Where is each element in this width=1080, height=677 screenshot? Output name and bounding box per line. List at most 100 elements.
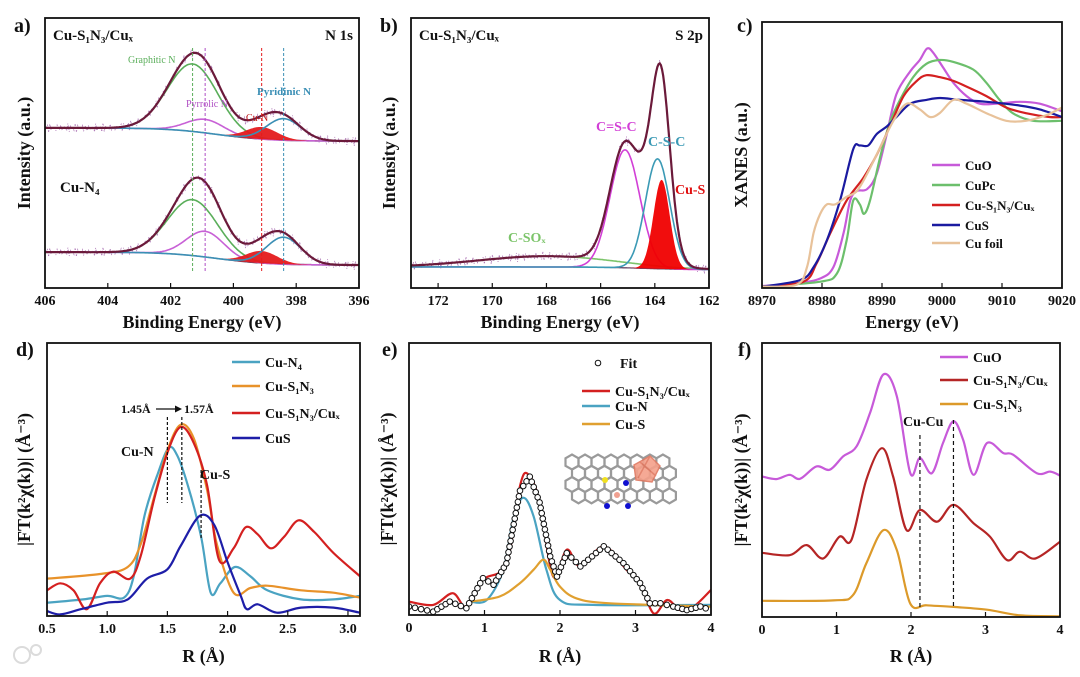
legend-label: Cu-S₁N₃/Cuₓ [615,385,691,400]
x-tick-label: 162 [699,294,720,309]
fit-point [479,574,487,582]
annotation-shift-from: 1.45Å [121,402,151,416]
x-axis-label: R (Å) [182,646,225,667]
fit-point [657,599,664,607]
y-axis-label: Intensity (a.u.) [379,97,400,210]
plot-area [47,423,360,616]
core-level-label: S 2p [675,28,703,44]
fit-point [563,549,571,557]
y-axis-label: |FT(k²χ(k))| (Å⁻³) [731,413,752,546]
annotation-cu-s: Cu-S [675,183,706,198]
panel-f: f)R (Å)|FT(k²χ(k))| (Å⁻³)0 1 2 3 4Cu-CuCuOCu… [731,339,1064,667]
legend-label: Cu-S₁N₃ [265,380,314,395]
raw-data-points [45,175,359,270]
axes-frame [410,17,710,289]
annotation-graphitic-n: Graphitic N [128,55,176,66]
fit-point [519,482,527,490]
x-tick-label: 1 [833,623,840,638]
legend-label: CuS [965,218,989,233]
annotation-c-s-c: C-S-C [648,135,685,150]
panel-label: f) [738,339,751,361]
legend-fit-marker [594,359,602,367]
fit-point [536,499,543,506]
series-line-cu-s-n-cu- [47,425,360,611]
panel-d: d) R (Å) |FT(k²χ(k))| (Å⁻³) 0.5 1.0 1.5 2.0 2.5… [14,339,361,667]
x-tick-label: 0 [759,623,766,638]
legend-label: CuO [965,158,992,173]
fit-point [476,579,484,587]
series-line-cu-s-n- [47,423,360,599]
legend-label: Fit [620,357,637,372]
axes-frame [46,342,361,617]
plot-area [411,60,709,274]
fit-point [474,584,481,592]
x-tick-label: 164 [644,294,665,309]
fit-point [457,602,465,610]
panel-b: b) Binding Energy (eV) Intensity (a.u.) 172… [379,15,720,333]
x-axis-label: R (Å) [539,646,582,667]
fit-point [471,589,478,597]
watermark-logo [13,644,42,664]
x-tick-label: 172 [428,294,449,309]
x-tick-label: 8990 [868,294,896,309]
fit-point [511,515,519,522]
fit-point [539,515,547,522]
x-tick-label: 4 [1057,623,1064,638]
annotation-cu-n: Cu-N [246,113,268,124]
x-tick-label: 396 [349,294,370,309]
fit-point [543,536,551,544]
fit-point [465,599,473,607]
x-tick-label: 168 [536,294,557,309]
plot-area [762,372,1060,617]
panel-c: c) Energy (eV) XANES (a.u.) 8970 8980 8990 900… [731,15,1076,333]
series-line-cus [762,96,1062,288]
panel-label: d) [16,339,34,361]
x-axis-label: R (Å) [890,646,933,667]
fit-point [507,537,514,545]
fit-point [463,604,470,612]
legend-label: Cu-S₁N₃/Cuₓ [973,374,1049,389]
y-axis-label: |FT(k²χ(k))| (Å⁻³) [377,412,398,545]
fit-point [545,547,553,555]
inset-structure-image [564,453,678,509]
fit-point [697,603,704,610]
fit-point [644,594,651,602]
copper-cluster [633,455,661,483]
fit-point [568,554,575,561]
plot-area [409,471,711,615]
fit-point [508,532,515,539]
axes-frame [408,342,712,616]
watermark-icon [13,646,31,664]
fit-point [452,600,459,608]
fit-point [541,526,549,533]
x-tick-label: 0 [406,621,413,636]
x-tick-label: 402 [160,294,181,309]
legend-label: Cu-S₁N₃/Cuₓ [965,198,1035,213]
carbon-ring [583,487,600,505]
x-tick-label: 2 [908,623,915,638]
fit-point [663,601,671,609]
core-level-label: N 1s [325,28,353,44]
carbon-ring [635,487,652,505]
plot-area [762,47,1062,288]
x-axis-label: Binding Energy (eV) [480,312,639,333]
series-line-cu-n- [47,445,360,604]
series-line-cuo [762,372,1060,481]
x-tick-label: 3 [982,623,989,638]
legend: Cu-N₄ Cu-S₁N₃ Cu-S₁N₃/Cuₓ CuS [232,356,341,447]
fit-point [515,493,523,500]
series-line-cu-s-n-cu- [762,73,1062,288]
panel-a: a) Binding Energy (eV) Intensity (a.u.) 406… [14,15,370,333]
x-tick-label: 3 [632,621,639,636]
fit-point [484,578,492,585]
series-line-cupc [762,58,1062,288]
x-tick-label: 8970 [748,294,776,309]
fit-point [514,498,522,506]
fit-point [417,605,425,613]
x-tick-label: 9020 [1048,294,1076,309]
carbon-ring [596,487,613,505]
legend: CuO CuPc Cu-S₁N₃/Cuₓ CuS Cu foil [932,158,1035,251]
fit-point [538,509,546,517]
